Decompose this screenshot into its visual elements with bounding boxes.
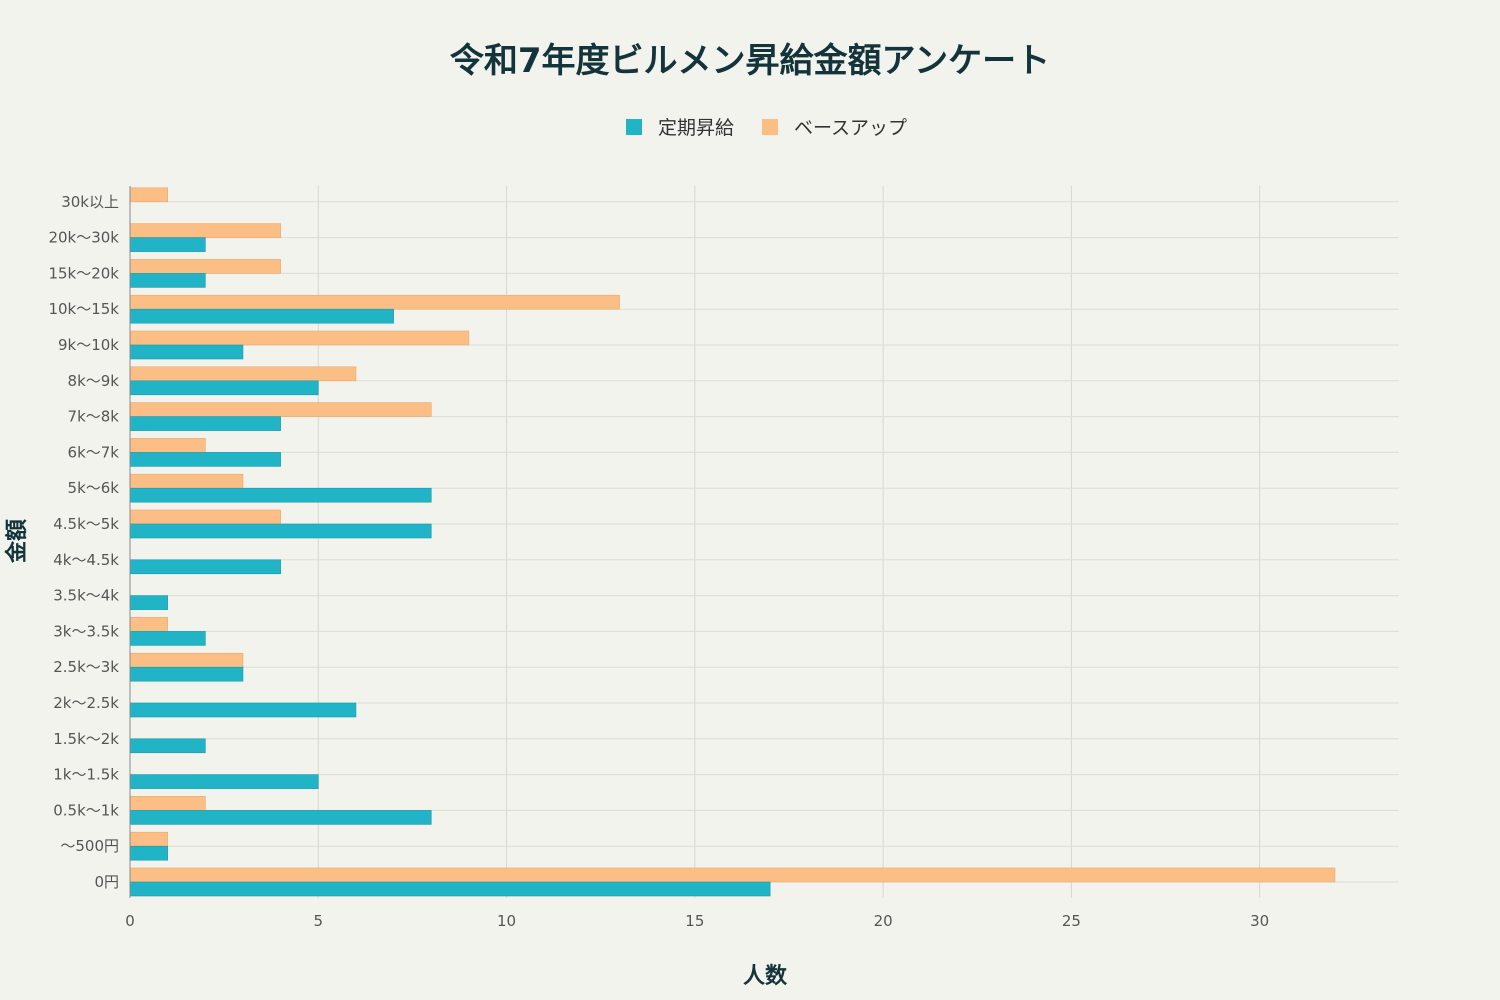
- legend-swatch-teiki: [626, 119, 642, 135]
- y-tick-label: 6k〜7k: [68, 443, 120, 461]
- bar-baseup: [129, 259, 281, 274]
- bar-teiki: [129, 702, 357, 718]
- y-tick-label: 3.5k〜4k: [53, 587, 119, 605]
- bar-baseup: [129, 187, 168, 203]
- y-tick-label: 0.5k〜1k: [53, 801, 119, 819]
- x-tick-label: 15: [685, 912, 704, 930]
- bar-baseup: [129, 294, 620, 310]
- y-tick-label: 10k〜15k: [48, 300, 119, 318]
- x-tick-label: 10: [497, 912, 516, 930]
- legend[interactable]: 定期昇給 ベースアップ: [626, 117, 907, 139]
- bar-baseup: [129, 831, 168, 847]
- x-tick-label: 20: [874, 912, 893, 930]
- bar-teiki: [129, 487, 432, 503]
- bar-teiki: [129, 273, 206, 288]
- y-tick-label: 2.5k〜3k: [53, 658, 119, 676]
- legend-swatch-baseup: [762, 119, 778, 135]
- bar-teiki: [129, 559, 281, 575]
- y-tick-label: 〜500円: [60, 837, 119, 855]
- legend-label-baseup: ベースアップ: [794, 117, 907, 139]
- bar-baseup: [129, 330, 470, 346]
- bar-baseup: [129, 867, 1336, 883]
- y-tick-label: 3k〜3.5k: [53, 622, 119, 640]
- y-tick-label: 30k以上: [61, 193, 119, 211]
- bar-baseup: [129, 402, 432, 417]
- bar-teiki: [129, 774, 319, 789]
- bar-baseup: [129, 223, 281, 238]
- bar-baseup: [129, 617, 168, 632]
- x-tick-labels: 0 5 10 15 20 25 30: [125, 912, 1269, 930]
- y-tick-label: 2k〜2.5k: [53, 694, 119, 712]
- bar-baseup: [129, 473, 244, 489]
- x-tick-label: 25: [1062, 912, 1081, 930]
- y-tick-label: 1k〜1.5k: [53, 766, 119, 784]
- bar-teiki: [129, 452, 281, 467]
- x-tick-label: 30: [1250, 912, 1269, 930]
- y-tick-label: 7k〜8k: [68, 408, 120, 426]
- y-tick-label: 4.5k〜5k: [53, 515, 119, 533]
- chart-title: 令和7年度ビルメン昇給金額アンケート: [450, 41, 1050, 81]
- y-tick-label: 0円: [94, 873, 119, 891]
- bar-teiki: [129, 380, 319, 396]
- bar-teiki: [129, 666, 244, 682]
- bar-teiki: [129, 308, 394, 324]
- y-tick-label: 15k〜20k: [48, 264, 119, 282]
- bar-baseup: [129, 509, 281, 525]
- bar-teiki: [129, 344, 244, 360]
- bar-teiki: [129, 810, 432, 825]
- legend-label-teiki: 定期昇給: [658, 117, 734, 139]
- x-tick-label: 5: [314, 912, 324, 930]
- y-tick-label: 20k〜30k: [48, 229, 119, 247]
- bar-teiki: [129, 523, 432, 539]
- y-tick-label: 4k〜4.5k: [53, 551, 119, 569]
- y-tick-label: 1.5k〜2k: [53, 730, 119, 748]
- bar-teiki: [129, 881, 771, 897]
- y-tick-labels: 0円 〜500円 0.5k〜1k 1k〜1.5k 1.5k〜2k 2k〜2.5k 2.5k〜…: [48, 193, 119, 891]
- bar-baseup: [129, 438, 206, 453]
- bars: [129, 187, 1336, 897]
- bar-baseup: [129, 652, 244, 668]
- bar-baseup: [129, 366, 357, 382]
- gridlines: [130, 186, 1399, 898]
- bar-teiki: [129, 416, 281, 431]
- bar-teiki: [129, 845, 168, 861]
- bar-teiki: [129, 595, 168, 610]
- bar-teiki: [129, 631, 206, 646]
- bar-baseup: [129, 796, 206, 811]
- y-tick-label: 9k〜10k: [58, 336, 119, 354]
- y-axis-title: 金額: [4, 519, 30, 564]
- y-tick-label: 8k〜9k: [68, 372, 120, 390]
- x-tick-label: 0: [125, 912, 135, 930]
- y-tick-label: 5k〜6k: [68, 479, 120, 497]
- bar-teiki: [129, 738, 206, 754]
- bar-teiki: [129, 237, 206, 252]
- x-axis-title: 人数: [743, 963, 788, 989]
